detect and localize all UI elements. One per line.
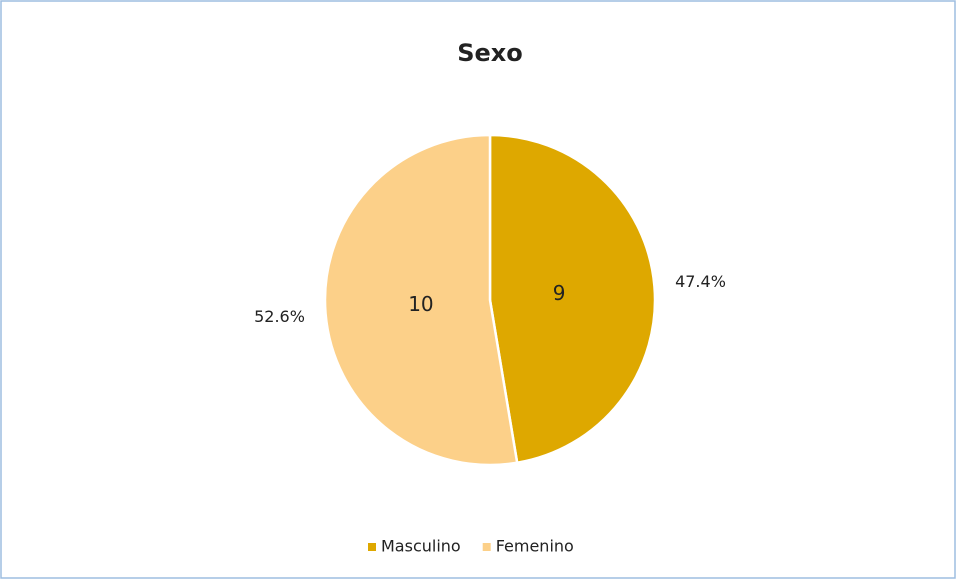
value-label: 9 [553,281,566,305]
legend-swatch [482,543,491,551]
legend-label: Masculino [381,537,461,556]
chart-title: Sexo [457,39,523,67]
pie-slice [323,133,519,467]
percent-label: 52.6% [254,307,305,326]
percent-label: 47.4% [675,272,726,291]
value-label: 10 [408,292,433,316]
legend-swatch [368,543,376,551]
legend-label: Femenino [496,537,574,556]
pie-slice [488,133,657,465]
